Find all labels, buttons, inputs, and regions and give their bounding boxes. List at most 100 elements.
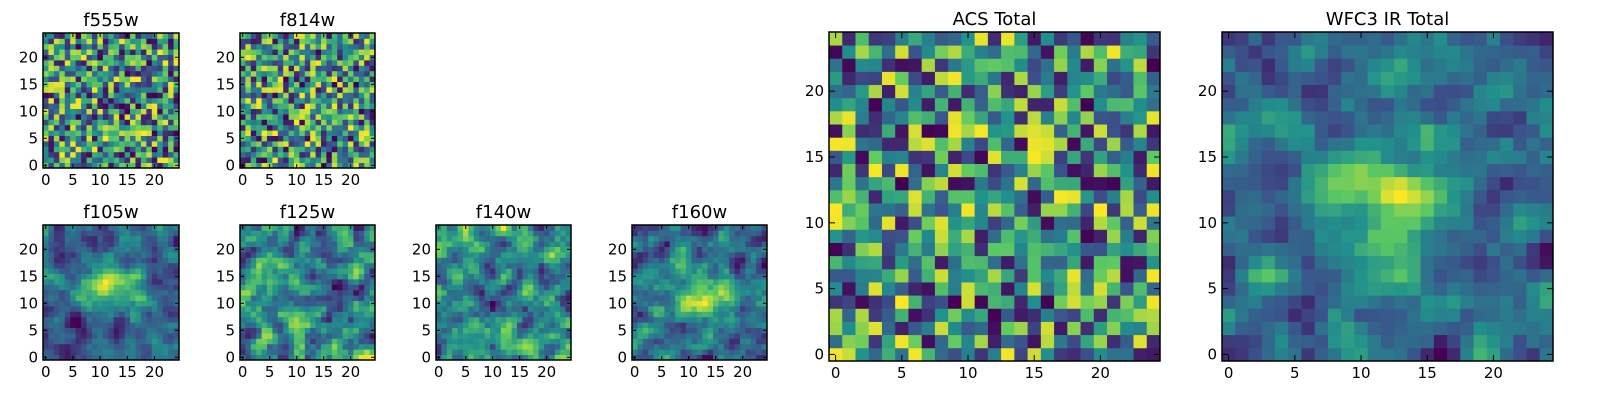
heatmap-cell bbox=[70, 54, 77, 61]
heatmap-cell bbox=[353, 268, 360, 274]
heatmap-cell bbox=[734, 300, 741, 307]
heatmap-cell bbox=[97, 151, 104, 158]
heatmap-cell bbox=[463, 300, 469, 307]
heatmap-cell bbox=[1248, 176, 1263, 191]
heatmap-cell bbox=[369, 268, 376, 274]
heatmap-cell bbox=[75, 92, 82, 99]
heatmap-cell bbox=[974, 97, 989, 112]
heatmap-cell bbox=[961, 124, 976, 138]
heatmap-cell bbox=[245, 257, 252, 264]
heatmap-cell bbox=[97, 311, 104, 318]
heatmap-cell bbox=[1407, 255, 1421, 270]
heatmap-cell bbox=[97, 235, 104, 242]
heatmap-cell bbox=[358, 151, 365, 158]
axes-frame bbox=[239, 32, 376, 169]
heatmap-cell bbox=[140, 246, 147, 253]
heatmap-cell bbox=[538, 316, 545, 323]
heatmap-cell bbox=[1341, 282, 1355, 296]
heatmap-cell bbox=[680, 327, 687, 334]
heatmap-cell bbox=[707, 338, 714, 345]
heatmap-cell bbox=[267, 97, 273, 104]
heatmap-cell bbox=[1473, 334, 1488, 349]
heatmap-cell bbox=[517, 349, 523, 355]
heatmap-cell bbox=[948, 45, 962, 59]
heatmap-cell bbox=[1261, 189, 1276, 204]
heatmap-cell bbox=[108, 300, 115, 307]
heatmap-cell bbox=[707, 241, 714, 247]
heatmap-cell bbox=[294, 124, 300, 131]
heatmap-cell bbox=[637, 284, 644, 291]
heatmap-cell bbox=[81, 92, 87, 99]
heatmap-cell bbox=[457, 333, 464, 339]
heatmap-cell bbox=[162, 289, 169, 296]
heatmap-cell bbox=[240, 268, 246, 274]
heatmap-cell bbox=[59, 108, 66, 115]
heatmap-cell bbox=[1146, 229, 1161, 243]
heatmap-cell bbox=[277, 135, 284, 142]
heatmap-cell bbox=[948, 32, 962, 46]
heatmap-cell bbox=[53, 300, 60, 307]
heatmap-cell bbox=[267, 141, 273, 147]
heatmap-cell bbox=[146, 311, 153, 318]
heatmap-cell bbox=[653, 289, 660, 296]
heatmap-cell bbox=[484, 246, 491, 253]
heatmap-cell bbox=[240, 284, 246, 291]
heatmap-cell bbox=[527, 241, 534, 247]
heatmap-cell bbox=[987, 150, 1002, 164]
heatmap-cell bbox=[1274, 347, 1289, 362]
x-tick-label: 15 bbox=[706, 363, 725, 381]
heatmap-cell bbox=[473, 349, 480, 355]
heatmap-cell bbox=[250, 262, 257, 269]
heatmap-cell bbox=[342, 246, 349, 253]
heatmap-cell bbox=[48, 54, 55, 61]
heatmap-cell bbox=[637, 343, 644, 350]
heatmap-cell bbox=[315, 103, 322, 109]
heatmap-cell bbox=[479, 225, 485, 231]
heatmap-cell bbox=[729, 306, 735, 312]
heatmap-cell bbox=[1133, 71, 1148, 86]
heatmap-cell bbox=[348, 43, 354, 50]
heatmap-cell bbox=[987, 124, 1002, 138]
heatmap-cell bbox=[157, 70, 164, 77]
heatmap-cell bbox=[1407, 242, 1421, 257]
heatmap-cell bbox=[337, 349, 343, 355]
heatmap-cell bbox=[761, 262, 768, 269]
x-tick-label: 10 bbox=[91, 363, 110, 381]
heatmap-cell bbox=[446, 333, 453, 339]
heatmap-cell bbox=[267, 343, 273, 350]
heatmap-cell bbox=[696, 284, 703, 291]
heatmap-cell bbox=[934, 150, 949, 164]
heatmap-cell bbox=[97, 327, 104, 334]
heatmap-cell bbox=[331, 38, 338, 45]
heatmap-cell bbox=[1526, 334, 1541, 349]
heatmap-cell bbox=[48, 235, 55, 242]
heatmap-cell bbox=[1314, 189, 1329, 204]
heatmap-cell bbox=[146, 252, 153, 258]
heatmap-cell bbox=[740, 262, 746, 269]
heatmap-cell bbox=[337, 92, 343, 99]
heatmap-cell bbox=[97, 76, 104, 82]
heatmap-cell bbox=[745, 273, 752, 280]
y-tick-label: 5 bbox=[28, 321, 38, 339]
heatmap-cell bbox=[135, 268, 142, 274]
heatmap-cell bbox=[245, 354, 252, 361]
heatmap-cell bbox=[549, 343, 556, 350]
heatmap-cell bbox=[353, 349, 360, 355]
heatmap-cell bbox=[348, 157, 354, 163]
heatmap-cell bbox=[310, 284, 316, 291]
heatmap-cell bbox=[648, 279, 654, 285]
heatmap-cell bbox=[124, 135, 131, 142]
heatmap-cell bbox=[326, 157, 333, 163]
heatmap-cell bbox=[961, 150, 976, 164]
heatmap-cell bbox=[495, 338, 502, 345]
heatmap-cell bbox=[146, 257, 153, 264]
heatmap-cell bbox=[331, 60, 338, 66]
heatmap-cell bbox=[1394, 347, 1408, 362]
heatmap-cell bbox=[43, 343, 49, 350]
heatmap-cell bbox=[146, 225, 153, 231]
heatmap-cell bbox=[151, 322, 158, 328]
heatmap-cell bbox=[1394, 176, 1408, 191]
heatmap-cell bbox=[326, 257, 333, 264]
heatmap-cell bbox=[1054, 308, 1068, 322]
heatmap-cell bbox=[948, 84, 962, 99]
